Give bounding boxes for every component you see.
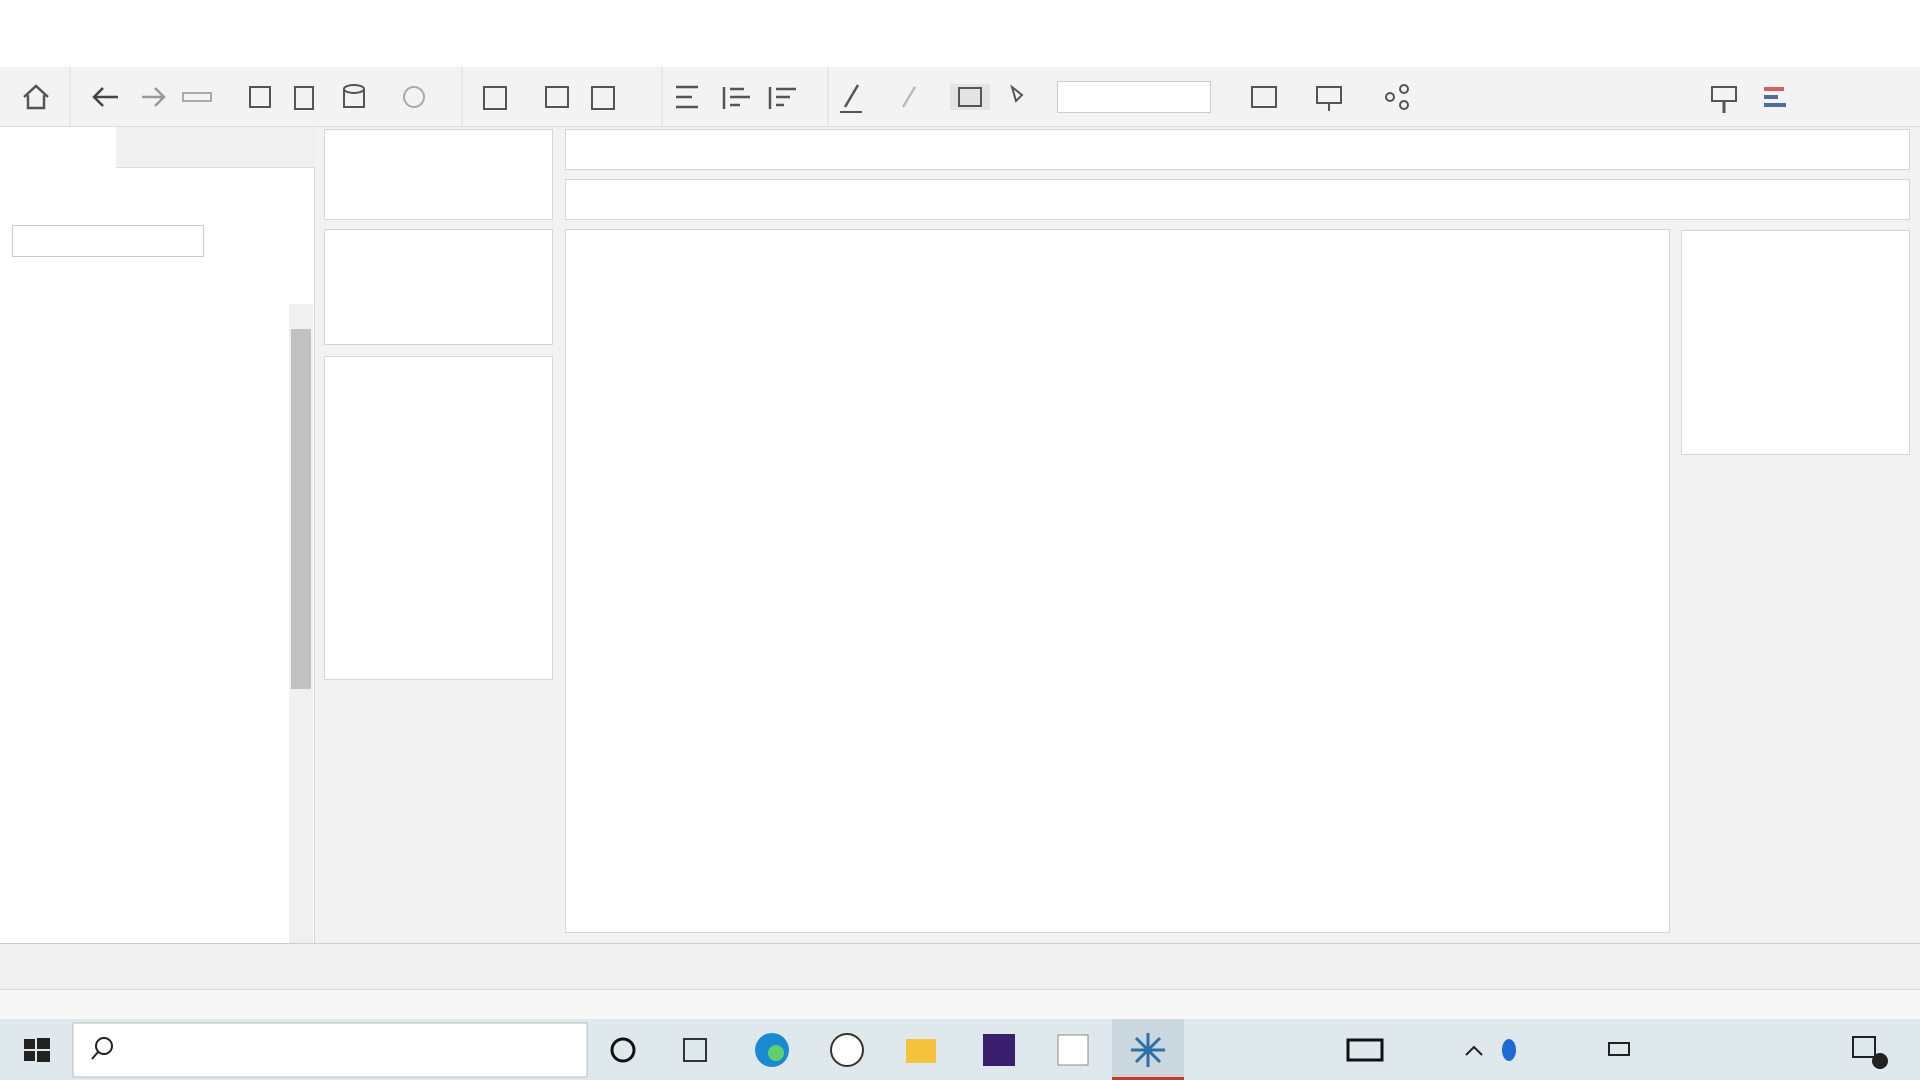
toolbar <box>0 67 1920 127</box>
menu-bar <box>0 36 1920 67</box>
search-box[interactable] <box>12 225 204 257</box>
rows-shelf <box>565 179 1910 220</box>
scroll-thumb <box>291 329 311 689</box>
size-legend-card <box>1681 230 1910 455</box>
status-bar <box>0 989 1920 1019</box>
data-pane <box>0 127 315 995</box>
filters-card <box>324 229 553 345</box>
taskbar-icons <box>24 1019 1888 1080</box>
size-legend <box>1682 231 1911 456</box>
toolbar-icons <box>23 67 1786 127</box>
columns-shelf <box>565 129 1910 170</box>
sheet-tab-bar <box>0 943 1920 989</box>
title-bar <box>0 0 1920 36</box>
analytics-tab-bg <box>116 127 315 168</box>
chart <box>566 230 1671 934</box>
scrollbar <box>289 304 313 995</box>
taskbar <box>0 1019 1920 1080</box>
pages-card <box>324 129 553 220</box>
marks-card <box>324 356 553 680</box>
fit-dropdown[interactable] <box>1057 81 1211 113</box>
view <box>565 229 1670 933</box>
